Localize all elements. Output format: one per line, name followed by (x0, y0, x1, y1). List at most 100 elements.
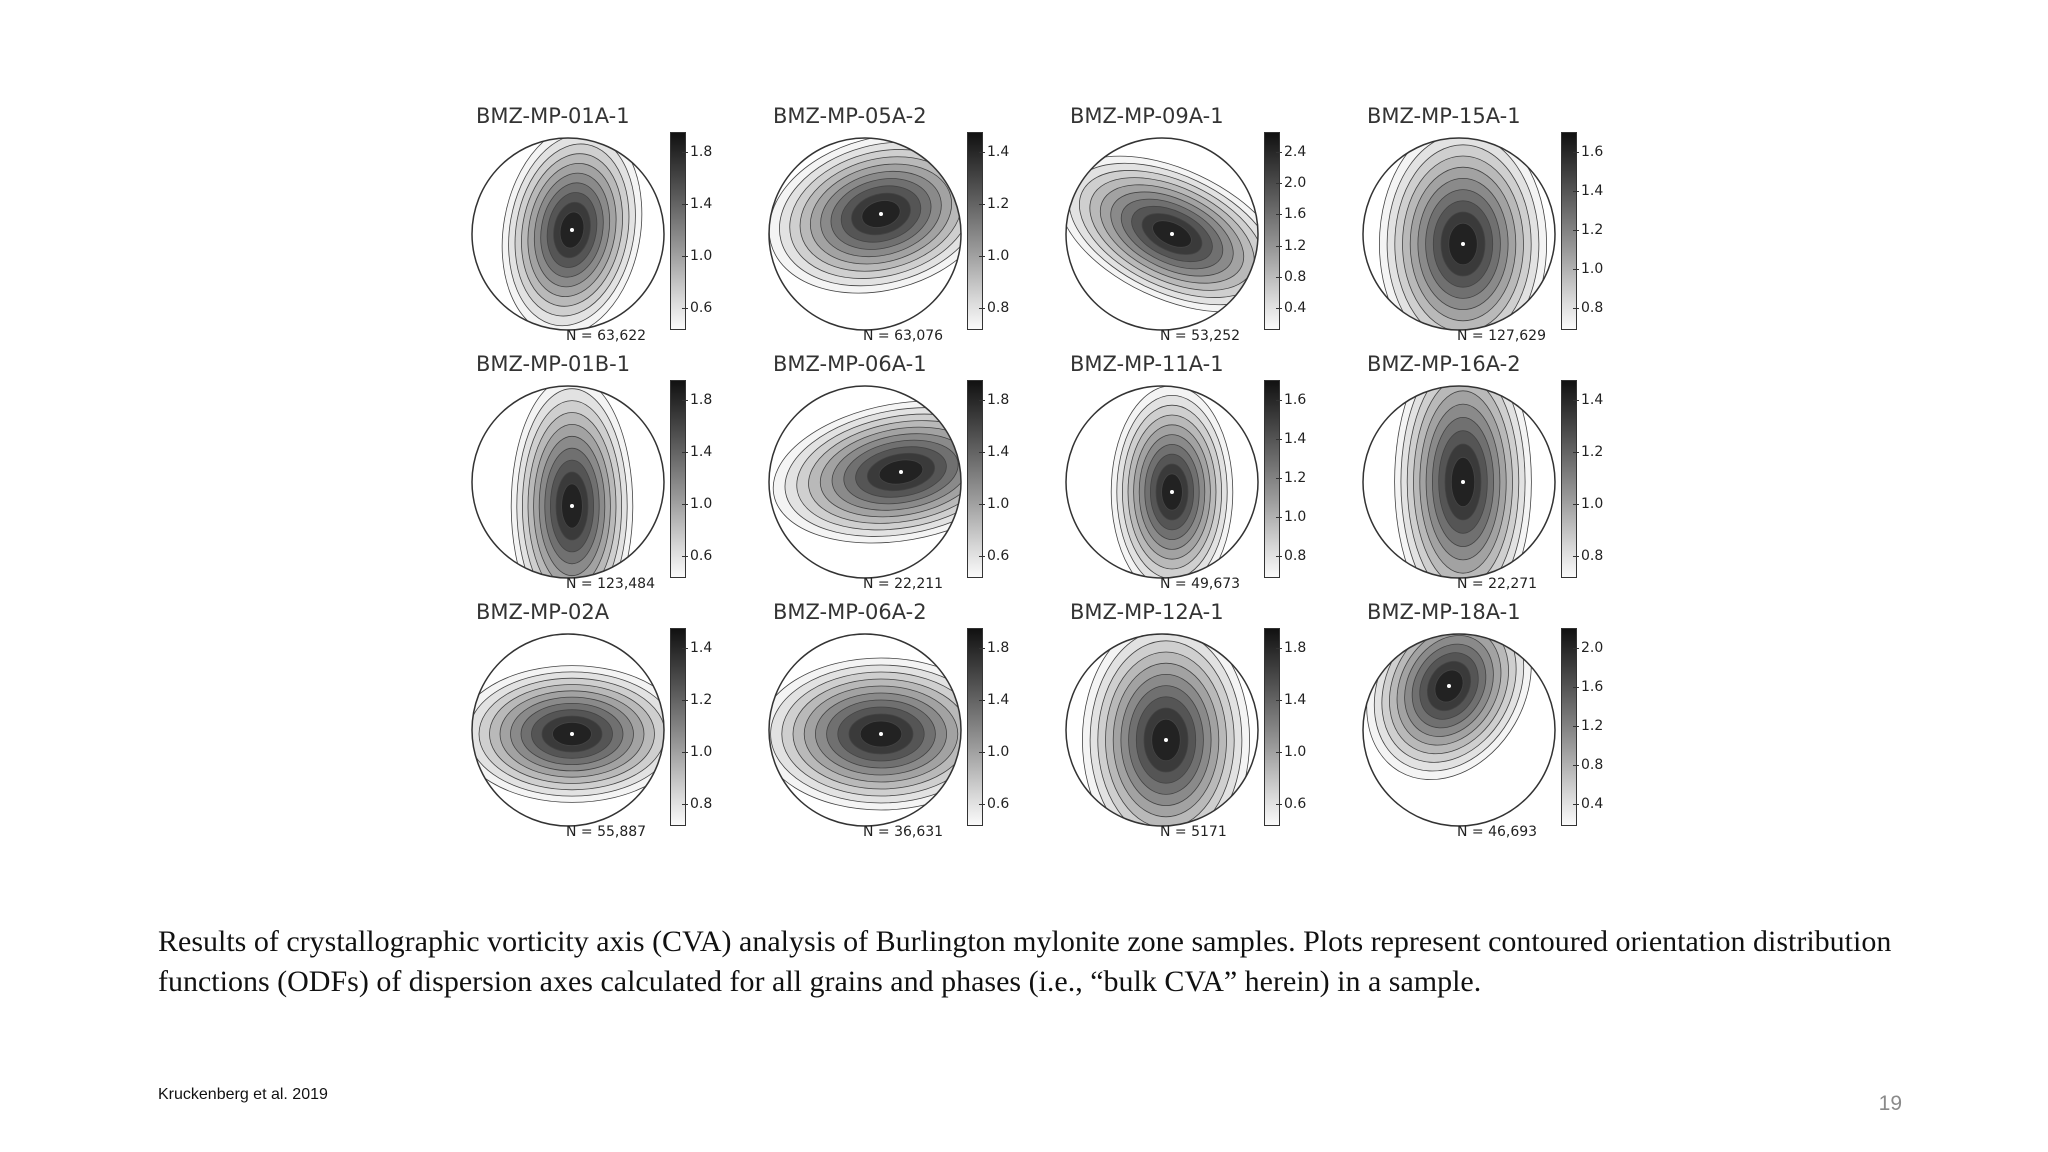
colorbar-tick (1276, 400, 1282, 401)
colorbar-tick-label: 1.4 (690, 444, 713, 460)
colorbar-tick-label: 1.4 (1284, 431, 1307, 447)
colorbar-gradient (967, 132, 983, 330)
primitive-circle (768, 385, 962, 579)
colorbar: 1.8 1.4 1.0 0.6 (965, 628, 1035, 828)
colorbar-tick (682, 556, 688, 557)
colorbar-tick (1276, 517, 1282, 518)
colorbar-gradient (1561, 628, 1577, 826)
colorbar-tick (1573, 687, 1579, 688)
colorbar-tick-label: 1.4 (987, 444, 1010, 460)
maximum-marker (1461, 480, 1465, 484)
colorbar-tick-label: 1.0 (690, 496, 713, 512)
colorbar-tick-label: 0.8 (1581, 300, 1604, 316)
colorbar-tick (1573, 400, 1579, 401)
colorbar-tick-label: 1.4 (1284, 692, 1307, 708)
colorbar-tick (1276, 245, 1282, 247)
primitive-circle (768, 633, 962, 827)
colorbar-tick-label: 2.0 (1284, 175, 1307, 192)
panel-title: BMZ-MP-18A-1 (1367, 600, 1521, 624)
colorbar-tick-label: 1.4 (987, 692, 1010, 708)
panel-title: BMZ-MP-06A-2 (773, 600, 927, 624)
sample-count: N = 127,629 (1457, 328, 1546, 344)
colorbar-tick (682, 308, 688, 309)
colorbar-gradient (1561, 132, 1577, 330)
stereonet-panel: BMZ-MP-02A 1.4 1.2 1.0 0.8 N = 55,887 (468, 600, 753, 848)
colorbar-tick-label: 1.8 (690, 392, 713, 408)
colorbar-tick-label: 1.8 (690, 144, 713, 160)
colorbar-tick-label: 0.8 (1284, 548, 1307, 564)
colorbar-tick-label: 1.2 (987, 196, 1010, 212)
colorbar-tick-label: 0.8 (690, 796, 713, 812)
colorbar-gradient (670, 628, 686, 826)
slide-number: 19 (1878, 1092, 1902, 1115)
colorbar-tick (1276, 276, 1282, 278)
maximum-marker (570, 228, 574, 232)
stereonet-panel: BMZ-MP-16A-2 1.4 1.2 1.0 0.8 N = 22,271 (1359, 352, 1644, 600)
colorbar-tick (1573, 308, 1579, 309)
stereonet-plot (768, 633, 962, 827)
colorbar-tick (1276, 214, 1282, 216)
colorbar: 1.4 1.2 1.0 0.8 (1559, 380, 1629, 580)
panel-title: BMZ-MP-15A-1 (1367, 104, 1521, 128)
stereonet-plot (768, 385, 962, 579)
colorbar-tick-label: 1.0 (987, 744, 1010, 760)
colorbar-tick-label: 1.8 (1284, 640, 1307, 656)
colorbar-tick-label: 0.6 (987, 548, 1010, 564)
colorbar-tick (1276, 752, 1282, 753)
cva-figure-grid: BMZ-MP-01A-1 1.8 1.4 1.0 0.6 N = 63,622 BMZ-MP… (468, 104, 1608, 850)
panel-title: BMZ-MP-12A-1 (1070, 600, 1224, 624)
stereonet-panel: BMZ-MP-11A-1 1.6 1.4 1.2 1.0 0.8 N = 49,673 (1062, 352, 1347, 600)
colorbar-tick-label: 0.8 (1581, 757, 1604, 773)
colorbar: 1.4 1.2 1.0 0.8 (965, 132, 1035, 332)
panel-title: BMZ-MP-02A (476, 600, 610, 624)
stereonet-panel: BMZ-MP-15A-1 1.6 1.4 1.2 1.0 0.8 N = 127,629 (1359, 104, 1644, 352)
colorbar-tick-label: 2.4 (1284, 144, 1307, 160)
colorbar-tick-label: 1.0 (690, 744, 713, 760)
colorbar-tick-label: 1.0 (1581, 496, 1604, 512)
colorbar-gradient (1264, 380, 1280, 578)
figure-caption: Results of crystallographic vorticity ax… (158, 925, 1892, 998)
colorbar-tick (1573, 804, 1579, 805)
stereonet-panel: BMZ-MP-12A-1 1.8 1.4 1.0 0.6 N = 5171 (1062, 600, 1347, 848)
sample-count: N = 36,631 (863, 824, 944, 840)
maximum-marker (899, 470, 903, 474)
colorbar-tick-label: 0.8 (987, 300, 1010, 316)
panel-title: BMZ-MP-09A-1 (1070, 104, 1224, 128)
colorbar-tick (682, 152, 688, 153)
colorbar-tick (1276, 439, 1282, 440)
colorbar-tick (1276, 152, 1282, 153)
colorbar-tick (1573, 269, 1579, 270)
colorbar-tick-label: 1.6 (1284, 206, 1307, 223)
sample-count: N = 49,673 (1160, 576, 1241, 592)
sample-count: N = 46,693 (1457, 824, 1538, 840)
colorbar-tick (979, 752, 985, 753)
colorbar-tick-label: 1.6 (1581, 679, 1604, 695)
colorbar-tick-label: 1.4 (690, 640, 713, 656)
colorbar-tick (979, 556, 985, 557)
stereonet-plot (1065, 633, 1259, 827)
colorbar-tick (979, 648, 985, 649)
stereonet-plot (1362, 385, 1556, 579)
colorbar-tick-label: 0.6 (690, 548, 713, 564)
maximum-marker (1461, 242, 1465, 246)
sample-count: N = 55,887 (566, 824, 647, 840)
colorbar: 1.8 1.4 1.0 0.6 (965, 380, 1035, 580)
stereonet-panel: BMZ-MP-01B-1 1.8 1.4 1.0 0.6 N = 123,484 (468, 352, 753, 600)
sample-count: N = 63,076 (863, 328, 944, 344)
stereonet-panel: BMZ-MP-01A-1 1.8 1.4 1.0 0.6 N = 63,622 (468, 104, 753, 352)
maximum-marker (879, 732, 883, 736)
colorbar-tick-label: 0.8 (1581, 548, 1604, 564)
panel-title: BMZ-MP-01B-1 (476, 352, 631, 376)
stereonet-plot (1362, 633, 1556, 827)
maximum-marker (1170, 232, 1174, 236)
primitive-circle (1065, 633, 1259, 827)
maximum-marker (1447, 684, 1451, 688)
colorbar-tick (1276, 804, 1282, 805)
colorbar: 1.6 1.4 1.2 1.0 0.8 (1262, 380, 1332, 580)
sample-count: N = 63,622 (566, 328, 647, 344)
stereonet-panel: BMZ-MP-05A-2 1.4 1.2 1.0 0.8 N = 63,076 (765, 104, 1050, 352)
colorbar-tick-label: 1.2 (690, 692, 713, 708)
colorbar: 1.8 1.4 1.0 0.6 (668, 380, 738, 580)
colorbar-tick-label: 1.0 (1284, 744, 1307, 760)
maximum-marker (570, 504, 574, 508)
